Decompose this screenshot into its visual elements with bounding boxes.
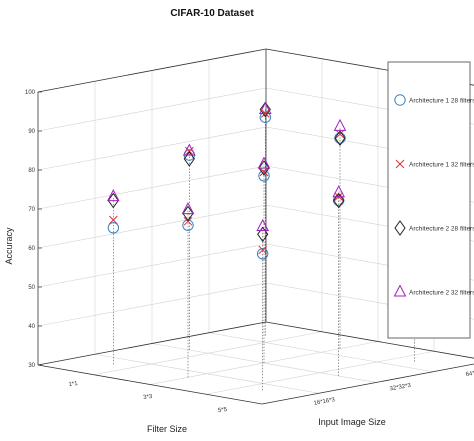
marker-diamond — [107, 192, 119, 209]
z-tick-label: 70 — [28, 207, 35, 213]
legend-entry: Architecture 2 28 filters — [394, 220, 474, 236]
marker-triangle — [182, 143, 196, 156]
marker-x — [395, 159, 405, 169]
marker-triangle — [333, 118, 347, 131]
marker-circle — [259, 111, 272, 123]
marker-triangle — [256, 218, 270, 231]
marker-diamond — [334, 130, 346, 146]
legend-entry: Architecture 1 32 filters — [395, 159, 474, 169]
marker-diamond — [182, 205, 194, 222]
marker-triangle — [332, 185, 346, 198]
x-tick-label: 3*3 — [143, 394, 153, 401]
marker-diamond — [183, 151, 195, 167]
marker-x — [108, 215, 118, 225]
y-tick-label: 64*64*3 — [465, 368, 474, 378]
marker-triangle — [181, 202, 195, 215]
chart-tick-labels: 30 40 50 60 70 80 90 100 1*1 3*3 5*5 16*16*3 32*32*3… — [25, 90, 474, 414]
z-tick-label: 30 — [28, 363, 35, 369]
marker-diamond — [257, 226, 269, 243]
y-axis-label: Input Image Size — [318, 417, 386, 427]
chart-title: CIFAR-10 Dataset — [170, 8, 254, 19]
x-tick-label: 1*1 — [68, 381, 78, 388]
marker-circle — [107, 222, 120, 234]
marker-circle — [258, 170, 270, 182]
marker-x — [259, 167, 269, 177]
legend-label: Architecture 2 28 filters — [409, 226, 474, 233]
z-tick-label: 60 — [28, 246, 35, 252]
marker-circle — [394, 94, 406, 106]
marker-triangle — [393, 284, 407, 297]
z-tick-label: 40 — [28, 324, 35, 330]
marker-diamond — [333, 192, 345, 209]
legend-entry: Architecture 2 32 filters — [393, 284, 474, 297]
marker-triangle — [258, 101, 272, 114]
legend-label: Architecture 2 32 filters — [409, 290, 474, 297]
z-tick-label: 90 — [28, 129, 35, 135]
axis-edge — [37, 364, 263, 405]
marker-triangle — [257, 156, 271, 169]
y-tick-label: 32*32*3 — [389, 383, 412, 393]
axis-edge — [265, 321, 474, 359]
legend-label: Architecture 1 28 filters — [409, 98, 474, 105]
legend-box — [387, 61, 471, 339]
z-tick-label: 80 — [28, 168, 35, 174]
marker-x — [258, 245, 268, 255]
x-tick-label: 5*5 — [218, 407, 228, 414]
axis-edge — [37, 321, 267, 366]
legend-entry: Architecture 1 28 filters — [394, 94, 474, 106]
z-tick-label: 100 — [25, 90, 36, 96]
floor-gridline — [208, 332, 434, 373]
marker-diamond — [394, 220, 406, 236]
floor-gridline — [205, 350, 435, 395]
chart-markers — [106, 101, 422, 260]
axis-edge — [37, 48, 267, 93]
y-tick-label: 16*16*3 — [313, 397, 336, 407]
marker-triangle — [106, 189, 120, 202]
marker-circle — [256, 248, 269, 260]
z-tick-label: 50 — [28, 285, 35, 291]
axis-edge — [261, 363, 474, 405]
marker-x — [335, 129, 345, 139]
marker-diamond — [259, 101, 271, 118]
z-axis-label: Accuracy — [4, 227, 14, 265]
x-axis-label: Filter Size — [147, 424, 187, 434]
legend-label: Architecture 1 32 filters — [409, 162, 474, 169]
chart-legend: Architecture 1 28 filters Architecture 1 … — [387, 61, 474, 339]
marker-diamond — [258, 160, 270, 176]
